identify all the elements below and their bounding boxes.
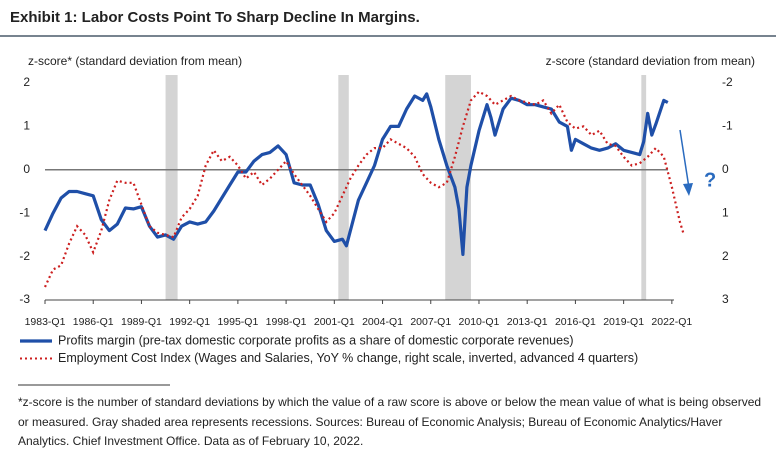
legend-label: Profits margin (pre-tax domestic corpora… [58, 333, 574, 347]
recession-band [165, 75, 178, 300]
y-tick-label: -3 [19, 292, 30, 306]
y2-tick-label: -2 [722, 75, 733, 89]
recession-band [641, 75, 647, 300]
x-tick-label: 2013-Q1 [507, 316, 548, 328]
y-tick-label: -1 [19, 205, 30, 219]
y2-tick-label: 2 [722, 249, 729, 263]
y-axis-label: z-score* (standard deviation from mean) [28, 54, 242, 68]
y2-tick-label: 3 [722, 292, 729, 306]
x-tick-label: 1995-Q1 [217, 316, 258, 328]
y2-axis-label: z-score (standard deviation from mean) [546, 54, 755, 68]
annotation: ? [704, 169, 716, 191]
x-tick-label: 1989-Q1 [121, 316, 162, 328]
x-tick-label: 2001-Q1 [314, 316, 355, 328]
y2-tick-label: 0 [722, 162, 729, 176]
arrow [679, 129, 690, 189]
x-tick-label: 2010-Q1 [459, 316, 500, 328]
y-tick-label: 1 [23, 119, 30, 133]
x-tick-label: 1992-Q1 [169, 316, 210, 328]
x-tick-label: 1998-Q1 [266, 316, 307, 328]
arrow-head [683, 183, 693, 196]
x-tick-label: 1986-Q1 [73, 316, 114, 328]
y-tick-label: 0 [23, 162, 30, 176]
series-line [44, 90, 685, 288]
x-tick-label: 2004-Q1 [362, 316, 403, 328]
y2-tick-label: 1 [722, 205, 729, 219]
x-tick-label: 2019-Q1 [603, 316, 644, 328]
y-tick-label: -2 [19, 249, 30, 263]
x-tick-label: 2016-Q1 [555, 316, 596, 328]
series-line [43, 92, 669, 256]
chart-title: Exhibit 1: Labor Costs Point To Sharp De… [10, 9, 420, 26]
x-tick-label: 2007-Q1 [410, 316, 451, 328]
x-tick-label: 1983-Q1 [25, 316, 66, 328]
x-tick-label: 2022-Q1 [651, 316, 692, 328]
chart: Exhibit 1: Labor Costs Point To Sharp De… [0, 9, 776, 386]
legend-label: Employment Cost Index (Wages and Salarie… [58, 351, 638, 365]
y-tick-label: 2 [23, 75, 30, 89]
footnote: *z-score is the number of standard devia… [18, 395, 762, 448]
recession-band [338, 75, 349, 300]
y2-tick-label: -1 [722, 119, 733, 133]
plot [43, 75, 685, 300]
